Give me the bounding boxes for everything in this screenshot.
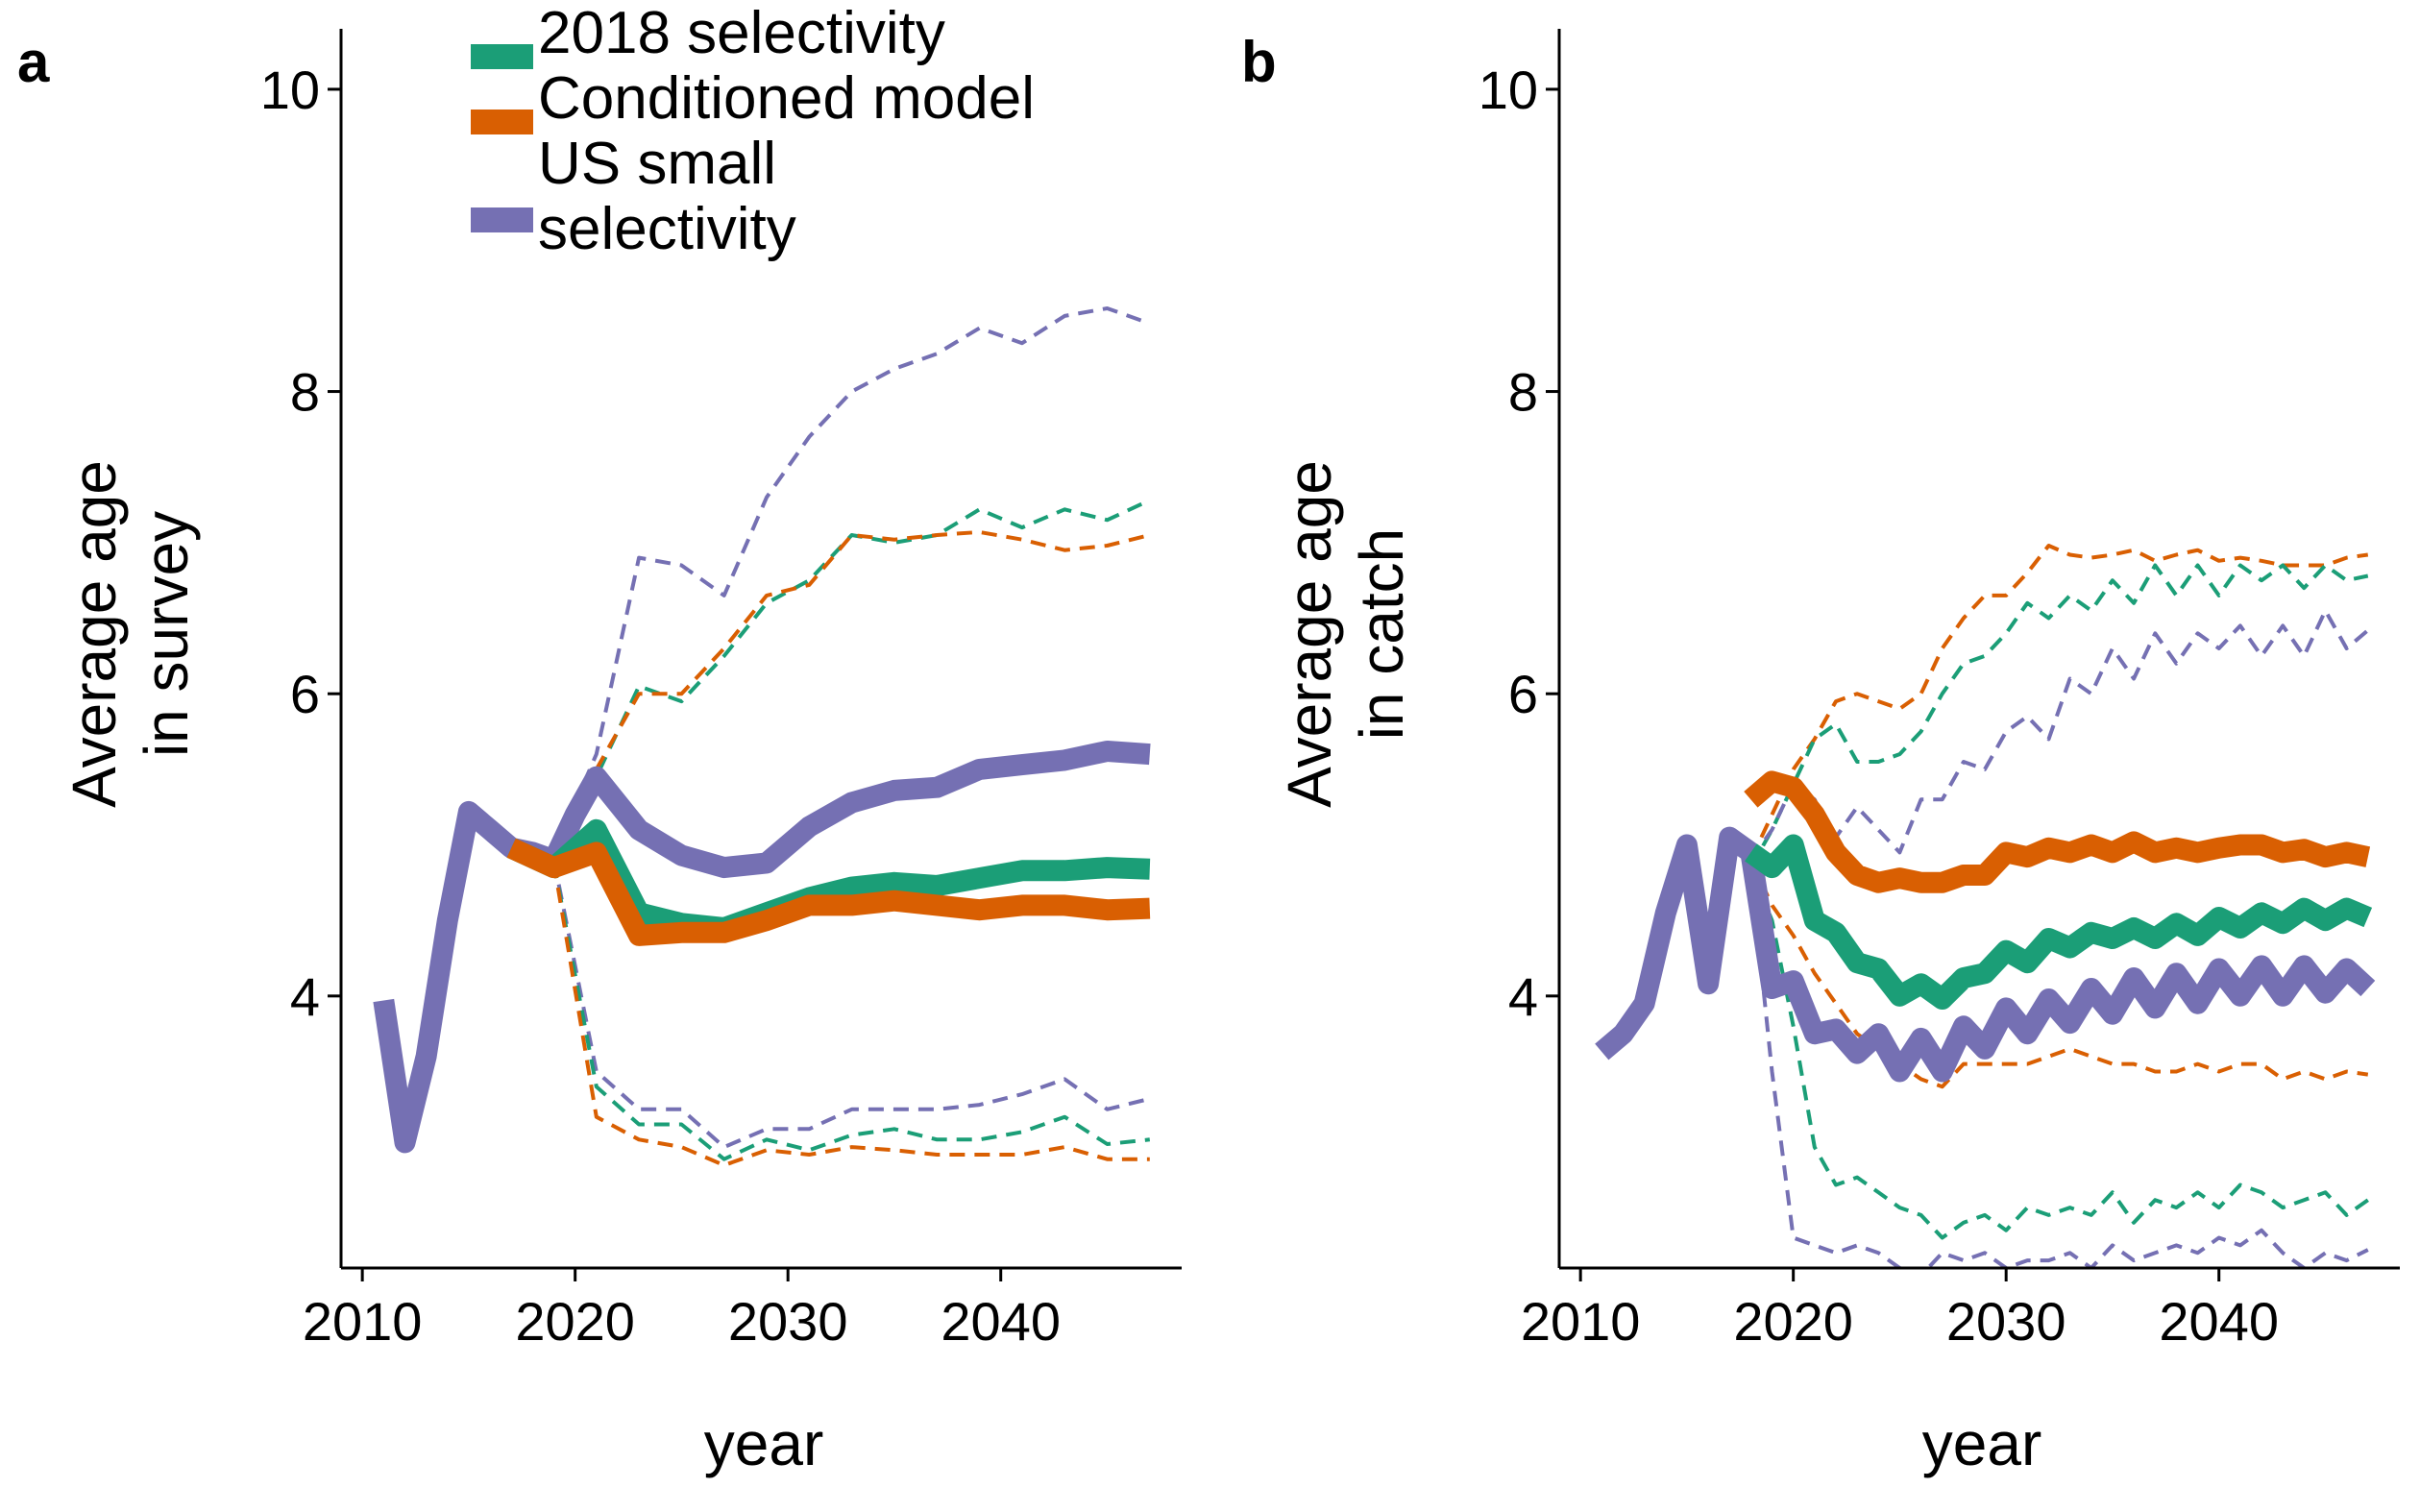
panel-a-x-tick-label: 2010 — [303, 1291, 423, 1352]
panel-a-axes: 4 6 8 10 2010 2020 2030 2040 — [260, 29, 1182, 1352]
panel-a-2018-selectivity-upper-line — [551, 498, 1151, 862]
panel-b-y-axis-title-line-2: in catch — [1347, 528, 1416, 741]
panel-b-conditioned-model-lower-line — [1748, 859, 2369, 1089]
panel-a-letter: a — [17, 30, 50, 94]
panel-a-y-axis-title: Average age in survey — [60, 460, 201, 808]
panel-b-y-tick-label: 6 — [1508, 664, 1538, 724]
panel-b-2018-selectivity-lower-line — [1748, 866, 2369, 1240]
panel-b-letter: b — [1241, 30, 1277, 94]
panel-a-x-tick-label: 2030 — [728, 1291, 848, 1352]
panel-b-axes: 4 6 8 10 2010 2020 2030 2040 — [1479, 29, 2400, 1352]
panel-b-x-tick-label: 2020 — [1733, 1291, 1853, 1352]
panel-b: b 4 6 8 10 2010 2020 2030 2040 year Average age… — [1241, 29, 2400, 1478]
legend-key-conditioned-model — [471, 110, 533, 134]
panel-b-x-tick-label: 2030 — [1946, 1291, 2066, 1352]
legend-key-2018-selectivity — [471, 44, 533, 69]
panel-a-y-tick-label: 6 — [290, 664, 320, 724]
panel-a-conditioned-model-lower-line — [551, 863, 1150, 1167]
panel-a-y-tick-label: 8 — [290, 362, 320, 423]
panel-b-2018-selectivity-upper-line — [1748, 563, 2369, 869]
panel-b-x-tick-label: 2010 — [1521, 1291, 1641, 1352]
panel-a: a 4 6 8 10 2010 2020 2030 2040 year Average age… — [17, 0, 1182, 1478]
panel-b-us-small-selectivity-lower-line — [1748, 866, 2369, 1268]
panel-a-x-axis-title: year — [704, 1409, 824, 1478]
panel-b-us-small-selectivity-upper-line — [1748, 608, 2370, 862]
panel-b-y-tick-label: 10 — [1479, 60, 1538, 120]
legend-label-2018-selectivity: 2018 selectivity — [538, 0, 945, 66]
legend-key-us-small-selectivity — [471, 207, 533, 232]
panel-b-x-axis-title: year — [1922, 1409, 2042, 1478]
panel-b-conditioned-model-upper-line — [1748, 544, 2369, 862]
panel-a-y-axis-title-line-1: Average age — [60, 460, 129, 808]
panel-b-y-axis-title: Average age in catch — [1275, 460, 1416, 808]
panel-b-y-tick-label: 4 — [1508, 966, 1538, 1027]
panel-a-x-tick-label: 2020 — [515, 1291, 635, 1352]
panel-a-plot-area — [373, 306, 1151, 1167]
panel-b-x-tick-label: 2040 — [2159, 1291, 2279, 1352]
legend-label-us-small-selectivity: US small selectivity — [538, 131, 796, 262]
panel-a-y-tick-label: 10 — [260, 60, 320, 120]
panel-a-us-small-selectivity-lower-line — [551, 859, 1151, 1150]
panel-a-x-tick-label: 2040 — [941, 1291, 1061, 1352]
panel-b-plot-area — [1595, 544, 2376, 1268]
panel-b-y-axis-title-line-1: Average age — [1275, 460, 1344, 808]
panel-a-y-tick-label: 4 — [290, 966, 320, 1027]
panel-b-2018-selectivity-median-line — [1745, 834, 2373, 1010]
panel-b-us-small-selectivity-median-line — [1595, 826, 2376, 1083]
panel-a-conditioned-model-upper-line — [551, 529, 1151, 862]
panel-b-conditioned-model-median-line — [1744, 770, 2371, 893]
panel-b-y-tick-label: 8 — [1508, 362, 1538, 423]
panel-a-conditioned-model-median-line — [506, 838, 1151, 946]
panel-a-y-axis-title-line-2: in survey — [132, 511, 201, 757]
panel-a-us-small-selectivity-median-line — [373, 741, 1151, 1154]
legend-label-conditioned-model: Conditioned model — [538, 65, 1035, 132]
